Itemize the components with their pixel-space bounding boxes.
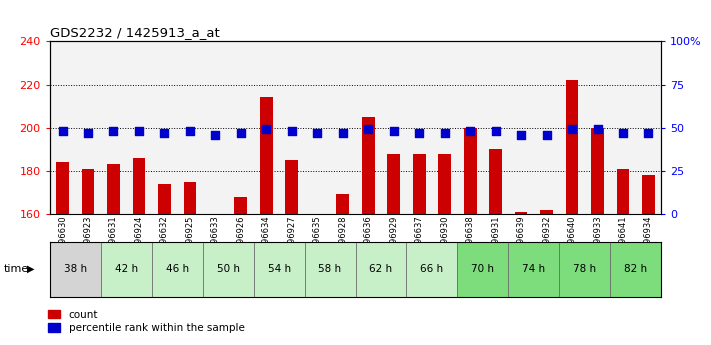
Bar [534,41,560,214]
Point [286,128,297,134]
Bar [254,241,304,297]
Bar [362,117,375,214]
Point [388,128,400,134]
Point [414,130,425,136]
Point [515,132,527,137]
Bar [591,128,604,214]
Bar [387,154,400,214]
Bar [336,195,349,214]
Bar [101,41,127,214]
Bar [260,97,273,214]
Bar [356,241,407,297]
Bar [585,41,610,214]
Text: 78 h: 78 h [573,264,597,274]
Bar [407,241,457,297]
Bar [610,41,636,214]
Text: 46 h: 46 h [166,264,188,274]
Text: GDS2232 / 1425913_a_at: GDS2232 / 1425913_a_at [50,26,220,39]
Bar [203,241,254,297]
Point [337,130,348,136]
Bar [540,209,553,214]
Point [592,127,603,132]
Bar [413,154,426,214]
Bar [279,41,304,214]
Bar [50,41,75,214]
Bar [356,41,381,214]
Bar [304,41,330,214]
Point [363,127,374,132]
Bar [132,158,145,214]
Point [133,128,144,134]
Bar [642,175,655,214]
Bar [560,41,585,214]
Bar [203,41,228,214]
Bar [489,149,502,214]
Point [643,130,654,136]
Text: 62 h: 62 h [370,264,392,274]
Bar [235,197,247,214]
Bar [464,128,476,214]
Text: 58 h: 58 h [319,264,341,274]
Bar [82,169,95,214]
Point [210,132,221,137]
Bar [407,41,432,214]
Point [567,127,578,132]
Bar [254,41,279,214]
Bar [158,184,171,214]
Bar [183,181,196,214]
Text: 82 h: 82 h [624,264,647,274]
Bar [566,80,579,214]
Bar [560,241,610,297]
Bar [457,241,508,297]
Text: 66 h: 66 h [420,264,444,274]
Bar [330,41,356,214]
Legend: count, percentile rank within the sample: count, percentile rank within the sample [48,310,245,333]
Bar [616,169,629,214]
Bar [483,41,508,214]
Bar [127,41,151,214]
Bar [151,41,177,214]
Point [159,130,170,136]
Point [311,130,323,136]
Text: 50 h: 50 h [217,264,240,274]
Bar [304,241,356,297]
Bar [177,41,203,214]
Text: 54 h: 54 h [267,264,291,274]
Bar [432,41,457,214]
Point [261,127,272,132]
Bar [508,241,560,297]
Bar [101,241,151,297]
Bar [610,241,661,297]
Bar [151,241,203,297]
Text: 42 h: 42 h [114,264,138,274]
Point [617,130,629,136]
Text: ▶: ▶ [27,264,35,274]
Bar [285,160,298,214]
Bar [50,241,101,297]
Text: 38 h: 38 h [64,264,87,274]
Point [490,128,501,134]
Text: 74 h: 74 h [523,264,545,274]
Bar [636,41,661,214]
Bar [75,41,101,214]
Point [235,130,247,136]
Point [108,128,119,134]
Bar [381,41,407,214]
Text: 70 h: 70 h [471,264,494,274]
Bar [508,41,534,214]
Point [57,128,68,134]
Bar [107,164,120,214]
Text: time: time [4,264,29,274]
Bar [457,41,483,214]
Bar [56,162,69,214]
Bar [515,212,528,214]
Point [184,128,196,134]
Point [82,130,94,136]
Point [541,132,552,137]
Bar [228,41,254,214]
Point [439,130,450,136]
Bar [438,154,451,214]
Point [464,128,476,134]
